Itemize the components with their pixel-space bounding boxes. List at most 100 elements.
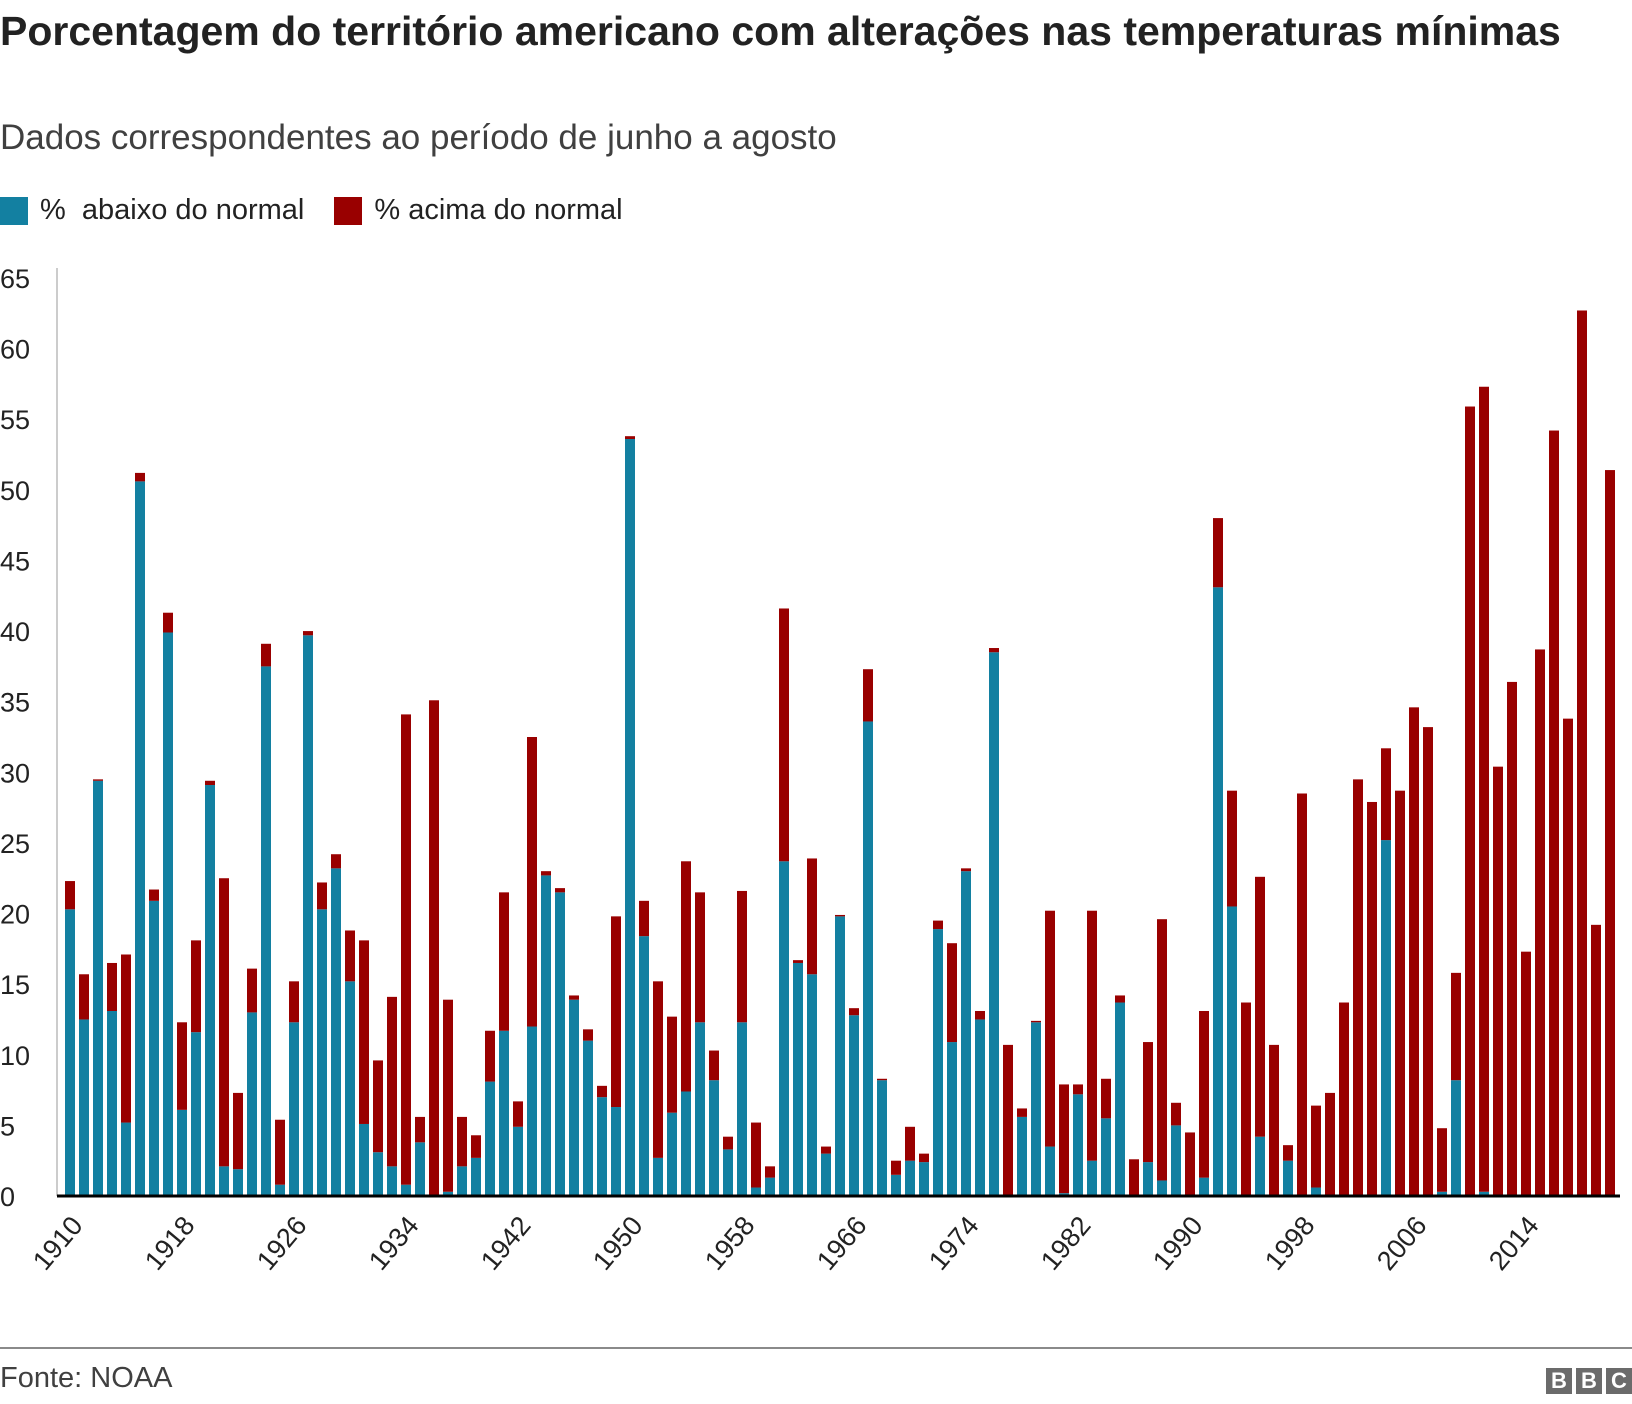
bbc-logo: B B C [1546,1368,1632,1394]
x-tick-label: 2014 [1483,1211,1545,1276]
bar-above-normal [1157,919,1167,1181]
legend: % abaixo do normal % acima do normal [0,194,653,227]
bar-above-normal [499,892,509,1031]
bar-above-normal [373,1060,383,1153]
bar-above-normal [1339,1002,1349,1196]
bar-above-normal [779,608,789,862]
bar-above-normal [345,930,355,982]
y-tick-label: 40 [0,617,30,647]
bar-below-normal [499,1030,509,1196]
bar-above-normal [1325,1092,1335,1196]
bar-above-normal [597,1085,607,1098]
bar-above-normal [1521,951,1531,1196]
bar-below-normal [695,1022,705,1196]
bar-above-normal [1577,310,1587,1197]
bar-above-normal [1255,876,1265,1137]
bbc-logo-letter: C [1606,1368,1632,1394]
bar-below-normal [611,1107,621,1196]
bar-below-normal [863,721,873,1196]
bar-above-normal [625,436,635,440]
bar-below-normal [233,1169,243,1196]
y-tick-label: 25 [0,829,30,859]
y-tick-label: 35 [0,688,30,718]
bar-above-normal [303,631,313,636]
y-tick-label: 10 [0,1041,30,1071]
footer-divider [0,1347,1632,1349]
bar-below-normal [373,1152,383,1196]
bar-below-normal [345,981,355,1196]
y-tick-label: 65 [0,264,30,294]
bar-above-normal [1017,1108,1027,1117]
bar-above-normal [1563,718,1573,1196]
bar-below-normal [667,1112,677,1196]
bar-below-normal [849,1015,859,1196]
bar-below-normal [485,1081,495,1196]
bar-above-normal [1227,790,1237,907]
bar-below-normal [1199,1177,1209,1196]
y-tick-label: 60 [0,335,30,365]
bar-below-normal [765,1177,775,1196]
bar-below-normal [653,1157,663,1196]
bar-below-normal [961,871,971,1196]
legend-swatch-below [0,196,28,225]
bar-above-normal [1283,1145,1293,1161]
bar-above-normal [709,1050,719,1081]
bar-above-normal [1101,1078,1111,1119]
bar-above-normal [1045,910,1055,1147]
x-tick-label: 1974 [923,1211,985,1276]
bar-below-normal [289,1022,299,1196]
bar-above-normal [121,954,131,1123]
bar-above-normal [107,962,117,1011]
bar-below-normal [443,1191,453,1196]
bar-above-normal [93,779,103,781]
bar-below-normal [387,1166,397,1196]
bar-below-normal [681,1091,691,1196]
bar-below-normal [597,1097,607,1196]
bar-above-normal [261,643,271,667]
x-tick-label: 1910 [27,1211,89,1276]
bar-below-normal [331,868,341,1196]
bar-above-normal [849,1008,859,1016]
chart-subtitle: Dados correspondentes ao período de junh… [0,118,837,157]
bar-above-normal [65,881,75,910]
source-note: Fonte: NOAA [0,1362,173,1394]
bar-above-normal [471,1135,481,1158]
x-tick-label: 1982 [1035,1211,1097,1276]
bar-above-normal [79,974,89,1020]
bar-above-normal [541,871,551,876]
bar-above-normal [513,1101,523,1127]
bar-below-normal [1143,1162,1153,1196]
bar-below-normal [891,1174,901,1196]
bar-above-normal [947,943,957,1043]
bar-below-normal [247,1012,257,1196]
bar-below-normal [1087,1160,1097,1196]
bar-above-normal [205,780,215,786]
bar-below-normal [1227,906,1237,1196]
bar-above-normal [793,960,803,963]
bar-below-normal [947,1042,957,1196]
bar-above-normal [1591,924,1601,1196]
bar-above-normal [387,996,397,1167]
bar-above-normal [1241,1002,1251,1196]
bar-below-normal [1311,1187,1321,1196]
bar-above-normal [891,1160,901,1175]
bar-below-normal [807,974,817,1196]
bar-above-normal [1451,972,1461,1081]
bar-below-normal [709,1080,719,1196]
bar-above-normal [1129,1159,1139,1195]
y-tick-label: 0 [0,1182,15,1212]
bar-above-normal [135,472,145,482]
bar-above-normal [1003,1044,1013,1196]
bar-above-normal [149,889,159,901]
bar-above-normal [1367,801,1377,1196]
bar-above-normal [989,648,999,653]
x-tick-label: 1926 [251,1211,313,1276]
bar-below-normal [401,1184,411,1196]
bar-above-normal [527,737,537,1027]
bar-below-normal [79,1019,89,1196]
bar-above-normal [569,995,579,1000]
bar-below-normal [1031,1022,1041,1196]
bar-below-normal [107,1010,117,1196]
bar-above-normal [1059,1084,1069,1194]
bar-below-normal [933,929,943,1196]
